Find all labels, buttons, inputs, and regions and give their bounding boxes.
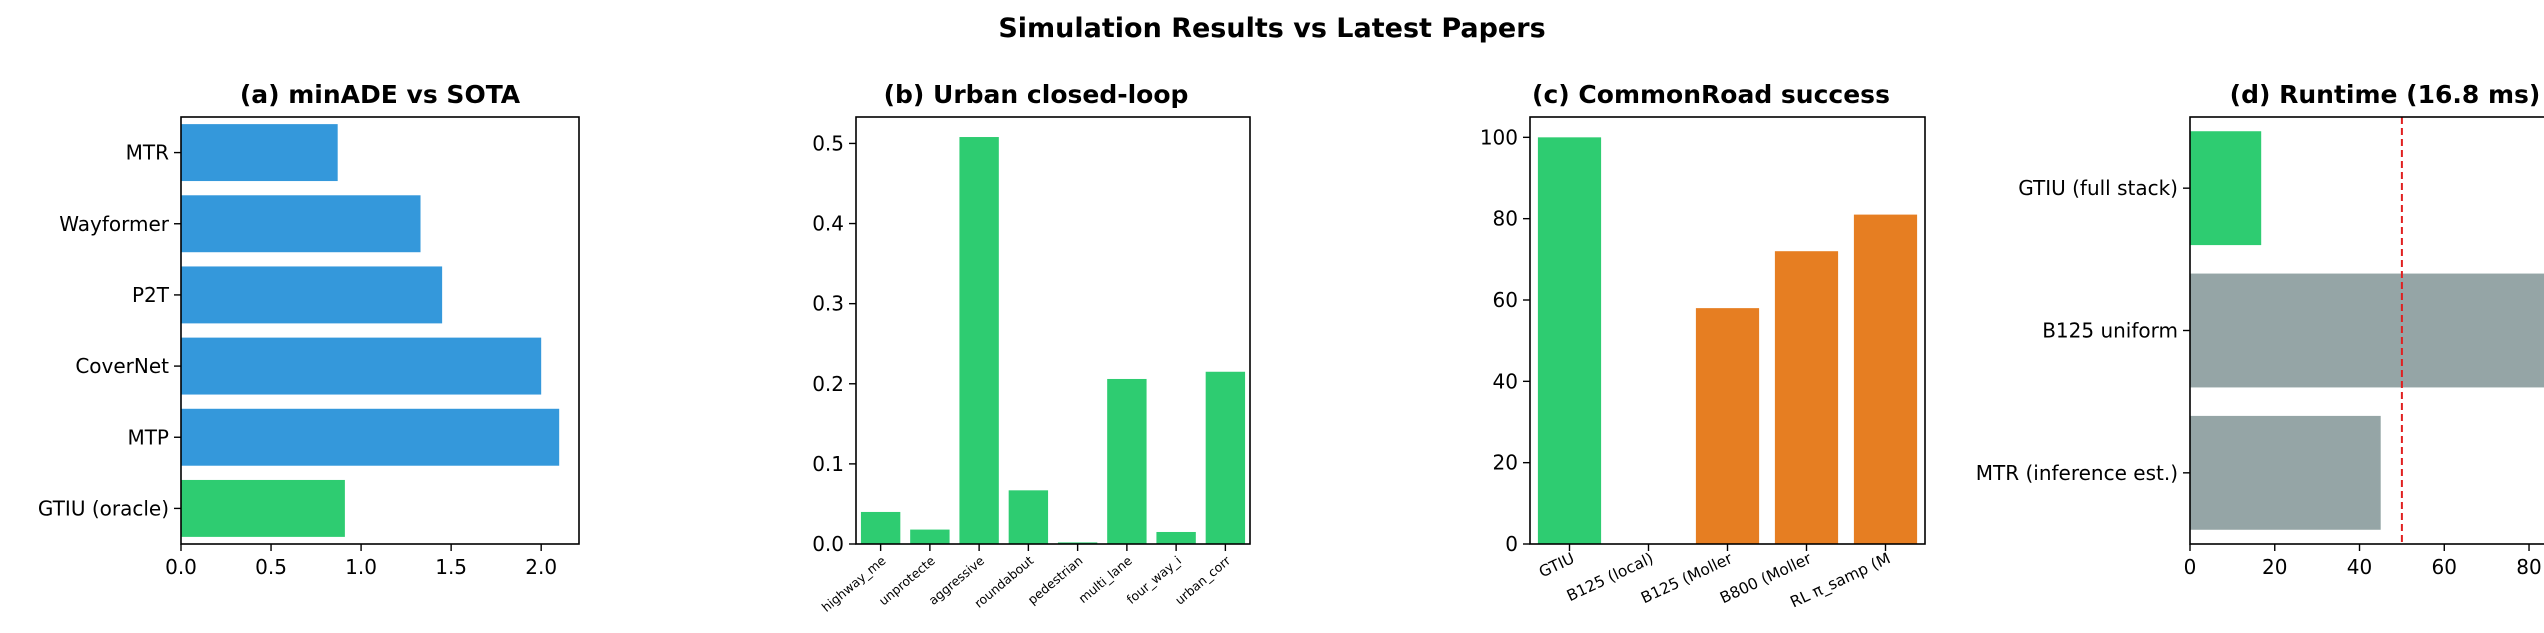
panel-a: (a) minADE vs SOTA GTIU (oracle) MTP Cover… xyxy=(38,80,580,579)
ytick-label-d-1: B125 uniform xyxy=(2042,319,2178,343)
bar-d-0 xyxy=(2190,415,2381,530)
xtick-label-b-4: pedestrian xyxy=(1025,553,1086,607)
bar-a-0 xyxy=(181,479,345,537)
bar-b-6 xyxy=(1156,531,1196,544)
ytick-label-a-2: CoverNet xyxy=(75,354,169,378)
bar-a-1 xyxy=(181,408,560,466)
panel-b-title: (b) Urban closed-loop xyxy=(884,80,1189,109)
panel-a-frame xyxy=(180,116,580,545)
ytick-label-b-0: 0.0 xyxy=(812,532,844,556)
ytick-label-a-4: Wayformer xyxy=(59,212,170,236)
bar-c-0 xyxy=(1537,137,1602,545)
xtick-label-a-4: 2.0 xyxy=(525,555,557,579)
ytick-label-a-3: P2T xyxy=(132,283,170,307)
bar-b-2 xyxy=(959,137,999,544)
bar-a-5 xyxy=(181,124,338,182)
xtick-label-d-0: 0 xyxy=(2184,555,2197,579)
ytick-label-b-2: 0.2 xyxy=(812,372,844,396)
xtick-label-d-1: 20 xyxy=(2262,555,2287,579)
bar-a-3 xyxy=(181,266,443,324)
ytick-label-c-3: 60 xyxy=(1493,288,1518,312)
panel-c-frame xyxy=(1529,116,1926,545)
xtick-label-a-3: 1.5 xyxy=(435,555,467,579)
ytick-label-b-4: 0.4 xyxy=(812,212,844,236)
bar-b-3 xyxy=(1008,490,1049,544)
bar-b-0 xyxy=(860,511,901,544)
ytick-label-a-5: MTR xyxy=(126,141,169,165)
bar-c-3 xyxy=(1774,251,1839,544)
bar-b-4 xyxy=(1057,542,1098,544)
xtick-label-d-4: 80 xyxy=(2516,555,2541,579)
ytick-label-a-1: MTP xyxy=(127,425,169,449)
bar-b-1 xyxy=(910,529,950,544)
bar-c-4 xyxy=(1853,214,1918,544)
xtick-label-b-7: urban_corr xyxy=(1172,552,1234,607)
xtick-label-d-2: 40 xyxy=(2347,555,2372,579)
ytick-label-c-5: 100 xyxy=(1480,125,1518,149)
ytick-label-c-0: 0 xyxy=(1505,532,1518,556)
bar-b-7 xyxy=(1205,371,1246,544)
ytick-label-b-3: 0.3 xyxy=(812,292,844,316)
xtick-label-a-0: 0.0 xyxy=(165,555,197,579)
panel-c-title: (c) CommonRoad success xyxy=(1532,80,1890,109)
xtick-label-d-3: 60 xyxy=(2432,555,2457,579)
bar-a-2 xyxy=(181,337,542,395)
bar-c-2 xyxy=(1695,308,1760,544)
ytick-label-a-0: GTIU (oracle) xyxy=(38,496,169,520)
xtick-label-a-2: 1.0 xyxy=(345,555,377,579)
panel-b: (b) Urban closed-loop highway_meunprotec… xyxy=(812,80,1251,615)
figure-suptitle: Simulation Results vs Latest Papers xyxy=(998,13,1545,44)
ytick-label-c-1: 20 xyxy=(1493,451,1518,475)
xtick-label-b-0: highway_me xyxy=(819,553,889,615)
bar-d-1 xyxy=(2190,273,2544,388)
ytick-label-b-1: 0.1 xyxy=(812,452,844,476)
panel-a-title: (a) minADE vs SOTA xyxy=(240,80,521,109)
panel-b-frame xyxy=(855,116,1251,545)
xtick-label-c-0: GTIU xyxy=(1536,549,1577,581)
ytick-label-d-0: MTR (inference est.) xyxy=(1976,461,2178,485)
ytick-label-b-5: 0.5 xyxy=(812,131,844,155)
ytick-label-c-2: 40 xyxy=(1493,369,1518,393)
bar-a-4 xyxy=(181,195,421,253)
panel-d-frame xyxy=(2189,116,2544,545)
ytick-label-d-2: GTIU (full stack) xyxy=(2018,176,2178,200)
panel-d-title: (d) Runtime (16.8 ms) xyxy=(2230,80,2541,109)
panel-d: (d) Runtime (16.8 ms) MTR (inference est… xyxy=(1976,80,2544,579)
bar-d-2 xyxy=(2190,131,2262,246)
bar-b-5 xyxy=(1107,378,1147,544)
xtick-label-a-1: 0.5 xyxy=(255,555,287,579)
ytick-label-c-4: 80 xyxy=(1493,207,1518,231)
